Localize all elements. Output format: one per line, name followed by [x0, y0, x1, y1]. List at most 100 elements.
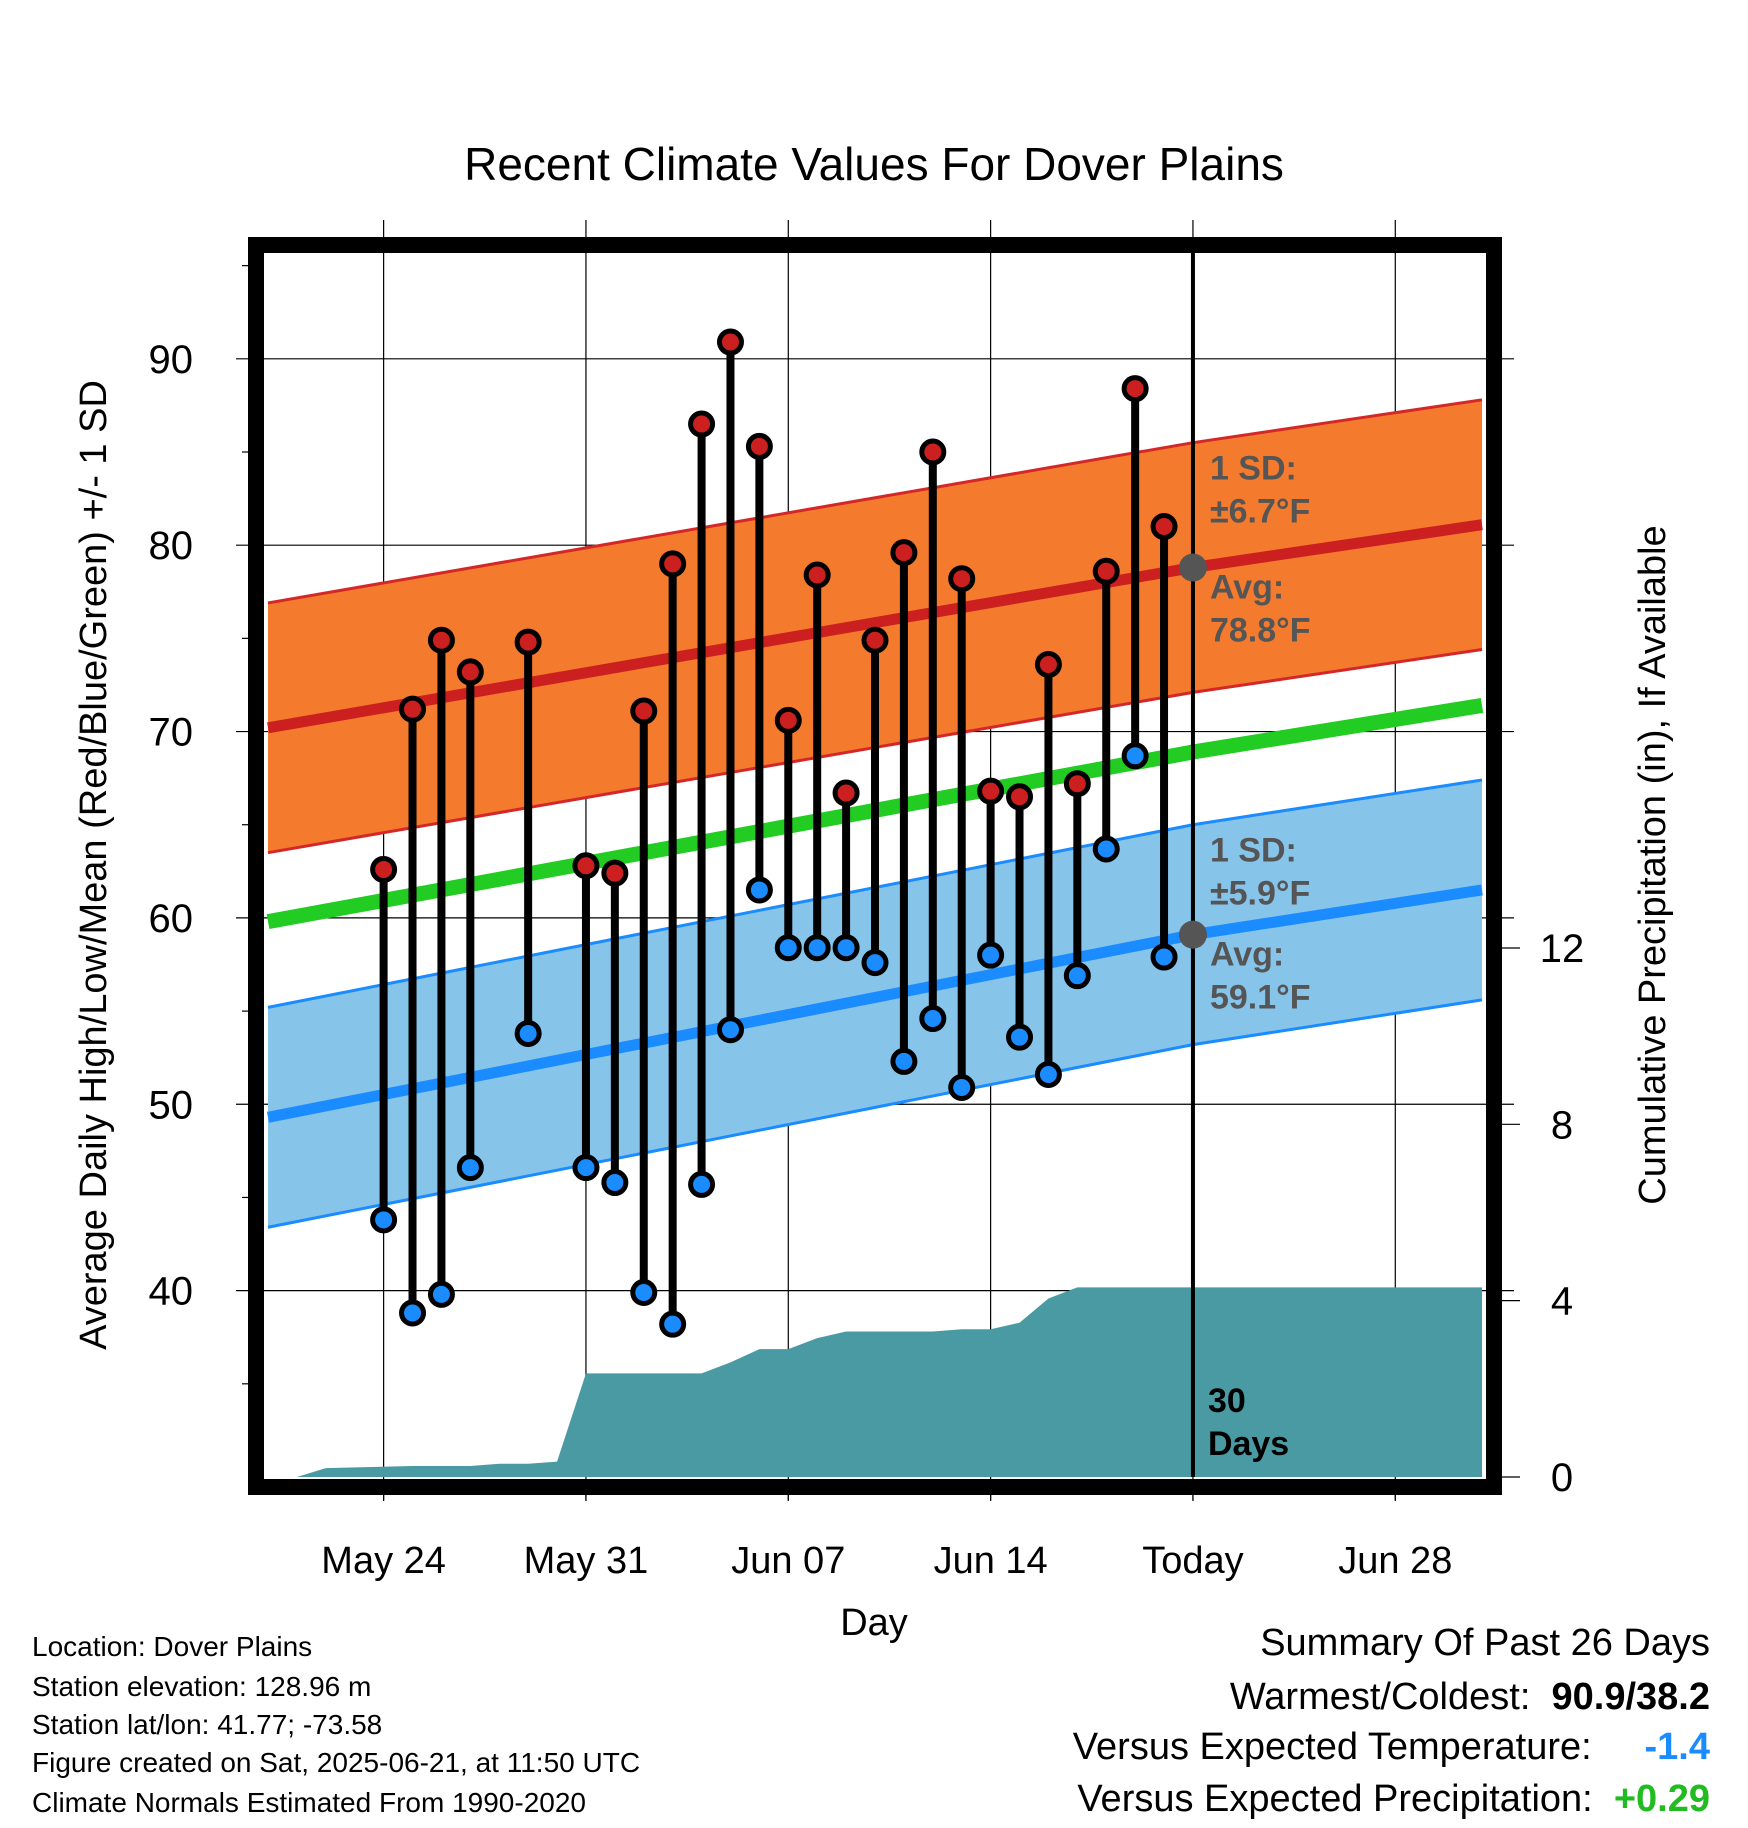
daily-high-point	[716, 328, 744, 356]
precipitation-anomaly-value: +0.29	[1613, 1778, 1710, 1820]
temperature-label: Versus Expected Temperature:	[1072, 1726, 1592, 1768]
daily-low-point	[1063, 962, 1091, 990]
x-tick-label: Jun 14	[934, 1540, 1048, 1582]
daily-high-point	[659, 550, 687, 578]
daily-low-point	[456, 1154, 484, 1182]
daily-low-point	[1150, 943, 1178, 971]
summary-title: Summary Of Past 26 Days	[1260, 1622, 1710, 1664]
daily-low-point	[745, 876, 773, 904]
daily-low-point	[1121, 742, 1149, 770]
y-tick-label: 60	[149, 897, 194, 941]
y-tick-label: 50	[149, 1083, 194, 1127]
daily-high-point	[370, 855, 398, 883]
footer-location: Location: Dover Plains	[32, 1631, 313, 1662]
low-sd-annotation: 1 SD: ±5.9°F	[1210, 832, 1310, 913]
y2-tick-label: 4	[1551, 1280, 1573, 1324]
low-avg-annotation: Avg: 59.1°F	[1210, 936, 1311, 1017]
daily-high-point	[630, 697, 658, 725]
high-sd-annotation: 1 SD: ±6.7°F	[1210, 450, 1310, 531]
x-tick-label: May 24	[321, 1540, 446, 1582]
window-days-annotation: 30 Days	[1208, 1382, 1289, 1463]
footer-latlon: Station lat/lon: 41.77; -73.58	[32, 1709, 383, 1740]
daily-low-point	[919, 1005, 947, 1033]
daily-high-point	[1034, 650, 1062, 678]
daily-low-point	[803, 934, 831, 962]
daily-low-point	[977, 941, 1005, 969]
y-tick-label: 40	[149, 1270, 194, 1314]
daily-low-point	[572, 1154, 600, 1182]
daily-points	[370, 328, 1178, 1338]
daily-high-point	[572, 852, 600, 880]
daily-high-point	[1150, 513, 1178, 541]
daily-low-point	[688, 1170, 716, 1198]
daily-low-point	[630, 1279, 658, 1306]
daily-high-point	[688, 410, 716, 438]
daily-range-stems	[379, 342, 1169, 1325]
axes: May 24 May 31 Jun 07 Jun 14 Today Jun 2840506…	[149, 265, 1585, 1582]
temperature-anomaly-value: -1.4	[1644, 1726, 1710, 1768]
high-avg-today-marker	[1178, 553, 1207, 582]
daily-high-point	[861, 626, 889, 654]
daily-low-point	[370, 1206, 398, 1234]
plot-border	[248, 237, 1502, 1495]
x-tick-label: Jun 07	[731, 1540, 845, 1582]
x-tick-label: May 31	[524, 1540, 649, 1582]
daily-low-point	[1006, 1023, 1034, 1051]
plot-frame	[248, 237, 1502, 1495]
daily-high-point	[745, 432, 773, 460]
daily-high-point	[601, 859, 629, 887]
y2-tick-label: 0	[1551, 1456, 1573, 1500]
precipitation-cumulative-area	[268, 1287, 1482, 1477]
daily-low-point	[716, 1016, 744, 1044]
chart-title: Recent Climate Values For Dover Plains	[464, 138, 1284, 190]
daily-high-point	[890, 539, 918, 567]
y-tick-label: 90	[149, 338, 194, 382]
daily-high-point	[1063, 770, 1091, 798]
daily-high-point	[1006, 783, 1034, 811]
daily-high-point	[977, 777, 1005, 805]
daily-high-point	[1092, 557, 1120, 585]
daily-high-point	[948, 565, 976, 593]
daily-high-point	[399, 695, 427, 723]
daily-low-point	[601, 1169, 629, 1197]
low-avg-today-marker	[1178, 920, 1207, 949]
summary-temperature: Versus Expected Temperature: -1.4	[1073, 1726, 1710, 1769]
daily-low-point	[774, 934, 802, 962]
footer-created: Figure created on Sat, 2025-06-21, at 11…	[32, 1747, 641, 1778]
daily-high-point	[456, 658, 484, 686]
footer-normals: Climate Normals Estimated From 1990-2020	[32, 1787, 586, 1818]
daily-low-point	[948, 1074, 976, 1101]
x-tick-label: Jun 28	[1338, 1540, 1452, 1582]
warmest-coldest-label: Warmest/Coldest:	[1229, 1676, 1531, 1718]
band-annotations: 1 SD: ±6.7°F Avg: 78.8°F 1 SD: ±5.9°F Avg: 59.1…	[1178, 450, 1311, 1463]
daily-low-point	[1092, 835, 1120, 863]
y2-tick-label: 12	[1540, 927, 1585, 971]
y2-tick-label: 8	[1551, 1103, 1573, 1147]
precipitation-label: Versus Expected Precipitation:	[1077, 1778, 1593, 1820]
daily-low-point	[861, 949, 889, 977]
daily-high-point	[427, 626, 455, 654]
y-axis-label: Average Daily High/Low/Mean (Red/Blue/Gr…	[73, 380, 115, 1350]
daily-high-point	[514, 628, 542, 656]
low-sd-band	[268, 780, 1482, 1228]
high-avg-annotation: Avg: 78.8°F	[1210, 569, 1311, 650]
daily-low-point	[832, 934, 860, 962]
daily-high-point	[832, 779, 860, 807]
daily-high-point	[919, 438, 947, 466]
warmest-coldest-value: 90.9/38.2	[1551, 1676, 1710, 1718]
daily-low-point	[399, 1299, 427, 1327]
daily-high-point	[774, 706, 802, 734]
summary-warmest-coldest: Warmest/Coldest: 90.9/38.2	[1230, 1676, 1710, 1719]
x-tick-label: Today	[1142, 1540, 1243, 1582]
summary-precipitation: Versus Expected Precipitation: +0.29	[1077, 1778, 1710, 1821]
y2-axis-label: Cumulative Precipitation (in), If Availa…	[1632, 525, 1674, 1204]
daily-low-point	[659, 1310, 687, 1338]
daily-low-point	[514, 1019, 542, 1047]
x-axis-label: Day	[840, 1602, 908, 1644]
y-tick-label: 80	[149, 524, 194, 568]
precipitation-area	[268, 1287, 1482, 1477]
y-tick-label: 70	[149, 711, 194, 755]
daily-high-point	[1121, 375, 1149, 403]
daily-low-point	[890, 1047, 918, 1075]
